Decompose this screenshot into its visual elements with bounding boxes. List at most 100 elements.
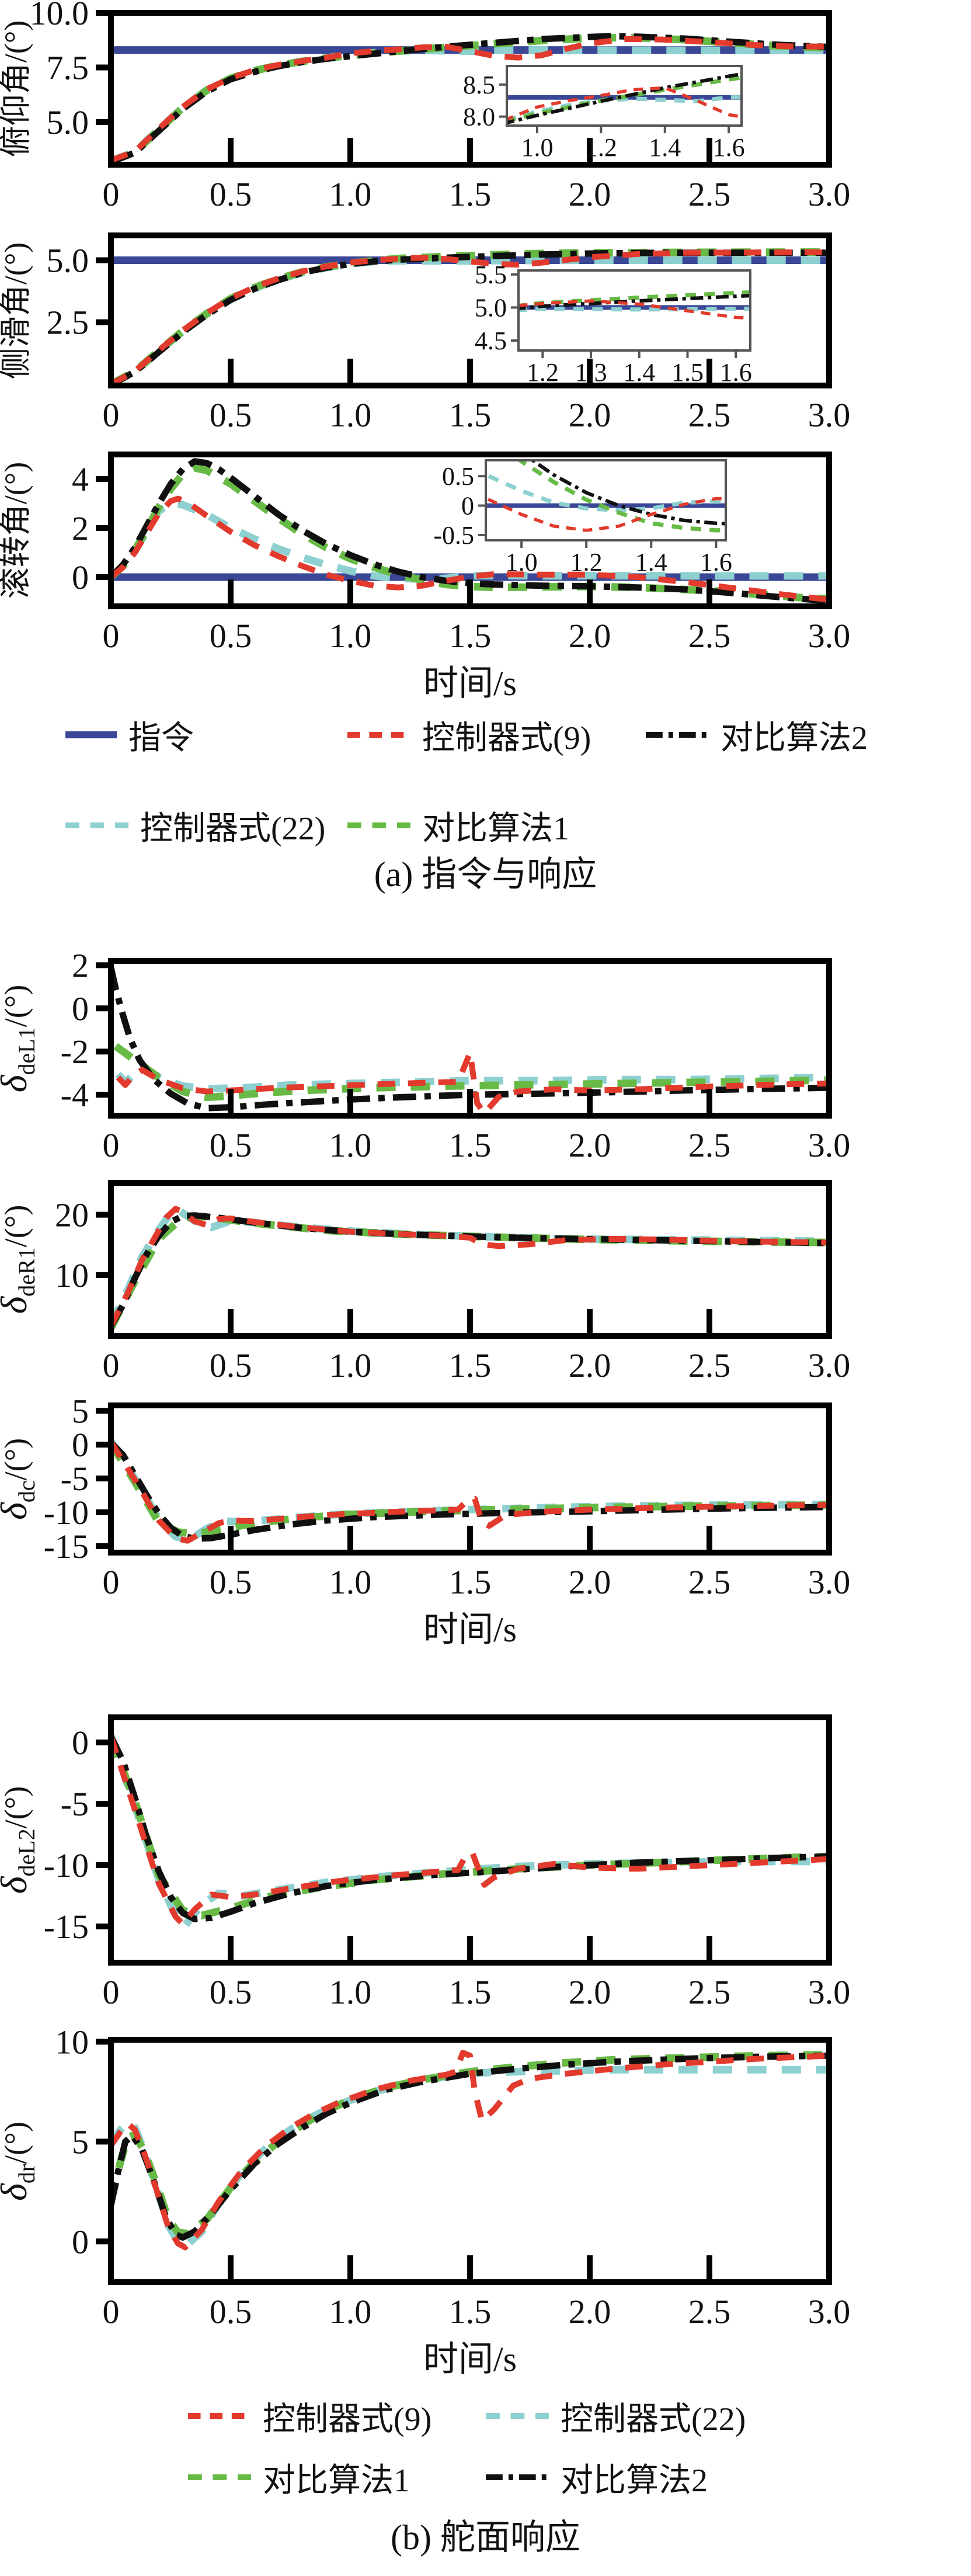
dc-xtick-label: 2.5 [688, 1563, 731, 1601]
deR1-chart: 0 0.5 1.0 1.5 2.0 2.5 3.0 10 20 δdeR1/(°) [0, 1180, 850, 1384]
dr-xtick-label: 1.0 [329, 2293, 372, 2331]
sideslipIns-ytick-label: 4.5 [475, 327, 507, 355]
deL2-ytick-label: 0 [72, 1724, 89, 1762]
dr-series-cyan [111, 2065, 829, 2251]
sideslipIns-xtick-label: 1.6 [720, 358, 752, 387]
deR1-plot-area [111, 1206, 829, 1330]
dr-chart: 0 0.5 1.0 1.5 2.0 2.5 3.0 0 5 10 δdr/(°) 时间/s [0, 2023, 850, 2379]
deL2-ytick-label: -10 [44, 1846, 89, 1884]
pitchIns-ytick-label: 8.0 [463, 103, 495, 131]
pitch-ytick-label: 10.0 [30, 0, 89, 32]
legend-item-controller22: 控制器式(22) [64, 807, 325, 847]
dc-xtick-label: 2.0 [569, 1563, 611, 1601]
deL2-xtick-label: 0.5 [210, 1973, 252, 2011]
red-sample-svg [347, 732, 410, 738]
roll-xtick-label: 2.0 [569, 617, 611, 655]
legend-label-controller22: 控制器式(22) [140, 810, 326, 847]
pitchIns-frame [506, 65, 743, 127]
pitch-series-black [111, 33, 829, 165]
deR1-xtick-label: 1.0 [329, 1346, 372, 1384]
roll-series-green [111, 464, 829, 603]
dc-ytick-label: 5 [72, 1392, 89, 1430]
deL2-xtick-label: 2.0 [569, 1973, 611, 2011]
sideslipIns-ytick-label: 5.0 [475, 293, 507, 322]
black-dashdot-sample [645, 729, 710, 741]
legend-label-controller9: 控制器式(9) [422, 720, 591, 756]
dc-xtick-label: 1.5 [449, 1563, 492, 1601]
dr-series-red [111, 2050, 829, 2251]
sideslip-xtick-label: 0.5 [210, 396, 252, 434]
sideslipIns-xtick-label: 1.2 [527, 358, 559, 387]
sideslip-xtick-label: 3.0 [808, 396, 851, 434]
pitch-plot-area [111, 33, 829, 165]
deL1-ylabel: δdeL1/(°) [0, 985, 40, 1093]
deL2-chart: 0 0.5 1.0 1.5 2.0 2.5 3.0 -15 -10 -5 0 δdeL2/(°) [0, 1714, 850, 2011]
roll-xtick-label: 2.5 [688, 617, 731, 655]
sideslipIns-ytick-label: 5.5 [475, 261, 507, 289]
dr-ylabel: δdr/(°) [0, 2122, 40, 2201]
legend-b-item-compare2: 对比算法2 [485, 2459, 708, 2499]
sideslip-xtick-label: 2.0 [569, 396, 611, 434]
deR1-series-cyan [111, 1206, 829, 1327]
dr-ytick-label: 10 [55, 2023, 89, 2061]
deL1-xtick-label: 0 [103, 1126, 120, 1164]
sideslipIns-frame [517, 269, 751, 352]
red-dash-sample [346, 729, 412, 741]
deL1-xtick-label: 0.5 [210, 1126, 252, 1164]
dr-ytick-label: 0 [72, 2223, 89, 2261]
pitchIns-xtick-label: 1.4 [649, 133, 681, 162]
legend-b-item-compare1: 对比算法1 [187, 2459, 410, 2499]
deL2-xtick-label: 1.0 [329, 1973, 372, 2011]
deR1-xtick-label: 1.5 [449, 1346, 492, 1384]
legend-b-item-controller22: 控制器式(22) [485, 2397, 746, 2438]
dc-xlabel: 时间/s [423, 1610, 517, 1649]
rollIns-frame [485, 459, 727, 541]
roll-series-red [111, 495, 829, 603]
legend-b-label-controller9: 控制器式(9) [263, 2401, 432, 2438]
sideslip-ylabel: 侧滑角/(°) [0, 242, 33, 380]
rollIns-chart: 1.0 1.2 1.4 1.6 -0.500.5 [433, 459, 732, 577]
pitchIns-ytick-label: 8.5 [463, 71, 495, 99]
legend-label-compare2: 对比算法2 [721, 720, 868, 756]
sideslip-xtick-label: 1.0 [329, 396, 372, 434]
roll-ytick-label: 2 [72, 509, 89, 547]
deL2-series-black [111, 1735, 829, 1922]
legend-label-compare1: 对比算法1 [422, 810, 569, 847]
deL1-xtick-label: 2.0 [569, 1126, 611, 1164]
green-sample-svg [188, 2474, 251, 2480]
cyan-dash-sample [64, 820, 130, 831]
pitch-ytick-label: 7.5 [47, 49, 89, 87]
deL1-ytick-label: -2 [61, 1033, 89, 1071]
dc-ytick-label: -10 [44, 1494, 89, 1532]
dr-xlabel: 时间/s [423, 2340, 517, 2379]
deL2-xtick-label: 1.5 [449, 1973, 492, 2011]
deL2-plot-area [111, 1734, 829, 1929]
dr-xtick-label: 2.5 [688, 2293, 731, 2331]
sideslip-xtick-label: 1.5 [449, 396, 492, 434]
legend-item-compare1: 对比算法1 [346, 807, 569, 847]
deL2-ylabel: δdeL2/(°) [0, 1786, 40, 1894]
legend-label-command: 指令 [128, 720, 194, 756]
sideslipIns-xtick-label: 1.5 [671, 358, 704, 387]
cyan-dash-sample [485, 2410, 550, 2422]
dc-series-red [111, 1440, 829, 1544]
black-sample-svg [646, 732, 709, 738]
sideslipIns-xtick-label: 1.4 [623, 358, 655, 387]
caption-b: (b) 舵面响应 [391, 2518, 580, 2557]
sideslipIns-chart: 1.2 1.3 1.4 1.5 1.6 4.5 5.0 5.5 [475, 261, 752, 387]
dc-ytick-label: -5 [61, 1460, 89, 1498]
green-dash-sample [187, 2471, 252, 2483]
deL2-series-green [111, 1737, 829, 1919]
deR1-ylabel: δdeR1/(°) [0, 1205, 40, 1314]
legend-item-command: 指令 [64, 716, 194, 756]
pitch-xtick-label: 1.5 [449, 175, 492, 213]
dc-series-green [111, 1441, 829, 1538]
dr-plot-area [111, 2050, 829, 2251]
roll-ytick-label: 4 [72, 460, 89, 498]
pitchIns-series-black [507, 72, 742, 125]
deL2-xtick-label: 2.5 [688, 1973, 731, 2011]
dr-ytick-label: 5 [72, 2123, 89, 2161]
deR1-ytick-label: 10 [55, 1256, 89, 1294]
pitch-xtick-label: 1.0 [329, 175, 372, 213]
